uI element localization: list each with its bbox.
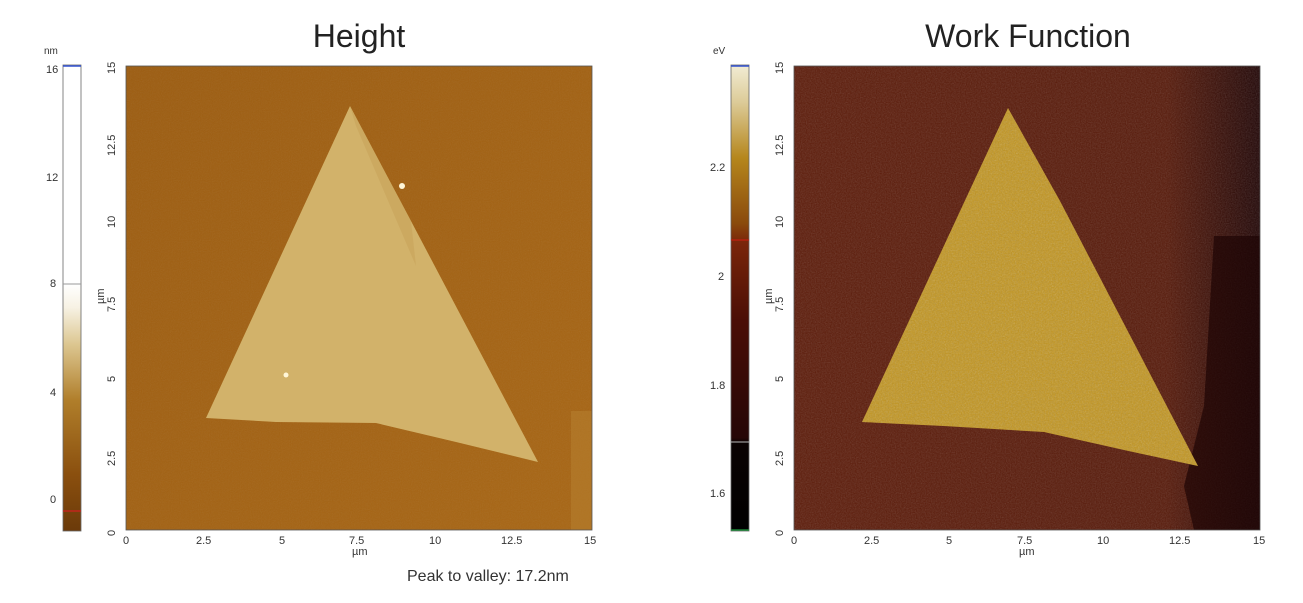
- work-function-y-tick: 5: [774, 375, 786, 382]
- work-function-image: [793, 65, 1261, 531]
- work-function-x-axis-label: µm: [1019, 546, 1035, 558]
- height-y-tick: 7.5: [106, 296, 118, 312]
- work-function-title: Work Function: [925, 18, 1131, 54]
- work-function-x-tick: 12.5: [1169, 535, 1191, 547]
- work-function-y-tick: 7.5: [774, 296, 786, 312]
- work-function-x-tick: 7.5: [1017, 535, 1033, 547]
- work-function-colorbar-tick: 2.2: [710, 162, 726, 174]
- work-function-x-tick: 10: [1097, 535, 1110, 547]
- peak-to-valley-caption: Peak to valley: 17.2nm: [407, 568, 569, 585]
- height-colorbar-unit: nm: [44, 46, 58, 57]
- height-y-tick: 0: [106, 529, 118, 536]
- work-function-colorbar: [730, 64, 750, 532]
- height-colorbar: [62, 64, 82, 532]
- work-function-x-tick: 5: [946, 535, 953, 547]
- height-colorbar-tick: 8: [50, 278, 57, 290]
- work-function-colorbar-tick: 1.8: [710, 380, 726, 392]
- height-y-axis-label: µm: [95, 288, 107, 304]
- work-function-y-tick: 15: [774, 61, 786, 74]
- height-colorbar-tick: 16: [46, 64, 59, 76]
- height-flake: [206, 106, 538, 462]
- height-x-tick: 2.5: [196, 535, 212, 547]
- height-x-axis-label: µm: [352, 546, 368, 558]
- height-x-tick: 10: [429, 535, 442, 547]
- height-y-tick: 2.5: [106, 450, 118, 466]
- work-function-y-tick: 12.5: [774, 134, 786, 156]
- height-y-tick: 5: [106, 375, 118, 382]
- height-colorbar-tick: 0: [50, 494, 57, 506]
- height-x-tick: 7.5: [349, 535, 365, 547]
- height-image: [125, 65, 593, 531]
- height-x-tick: 15: [584, 535, 597, 547]
- work-function-colorbar-unit: eV: [713, 46, 726, 57]
- height-x-tick: 0: [123, 535, 130, 547]
- height-colorbar-tick: 4: [50, 387, 57, 399]
- height-x-tick: 12.5: [501, 535, 523, 547]
- work-function-y-axis-label: µm: [763, 288, 775, 304]
- work-function-x-tick: 15: [1253, 535, 1266, 547]
- height-y-tick: 15: [106, 61, 118, 74]
- work-function-colorbar-tick: 2: [718, 271, 725, 283]
- work-function-y-tick: 2.5: [774, 450, 786, 466]
- work-function-x-tick: 0: [791, 535, 798, 547]
- height-x-tick: 5: [279, 535, 286, 547]
- work-function-colorbar-tick: 1.6: [710, 488, 726, 500]
- height-colorbar-tick: 12: [46, 172, 59, 184]
- height-y-tick: 12.5: [106, 134, 118, 156]
- work-function-x-tick: 2.5: [864, 535, 880, 547]
- work-function-y-tick: 0: [774, 529, 786, 536]
- height-title: Height: [312, 18, 406, 54]
- work-function-y-tick: 10: [774, 215, 786, 228]
- height-y-tick: 10: [106, 215, 118, 228]
